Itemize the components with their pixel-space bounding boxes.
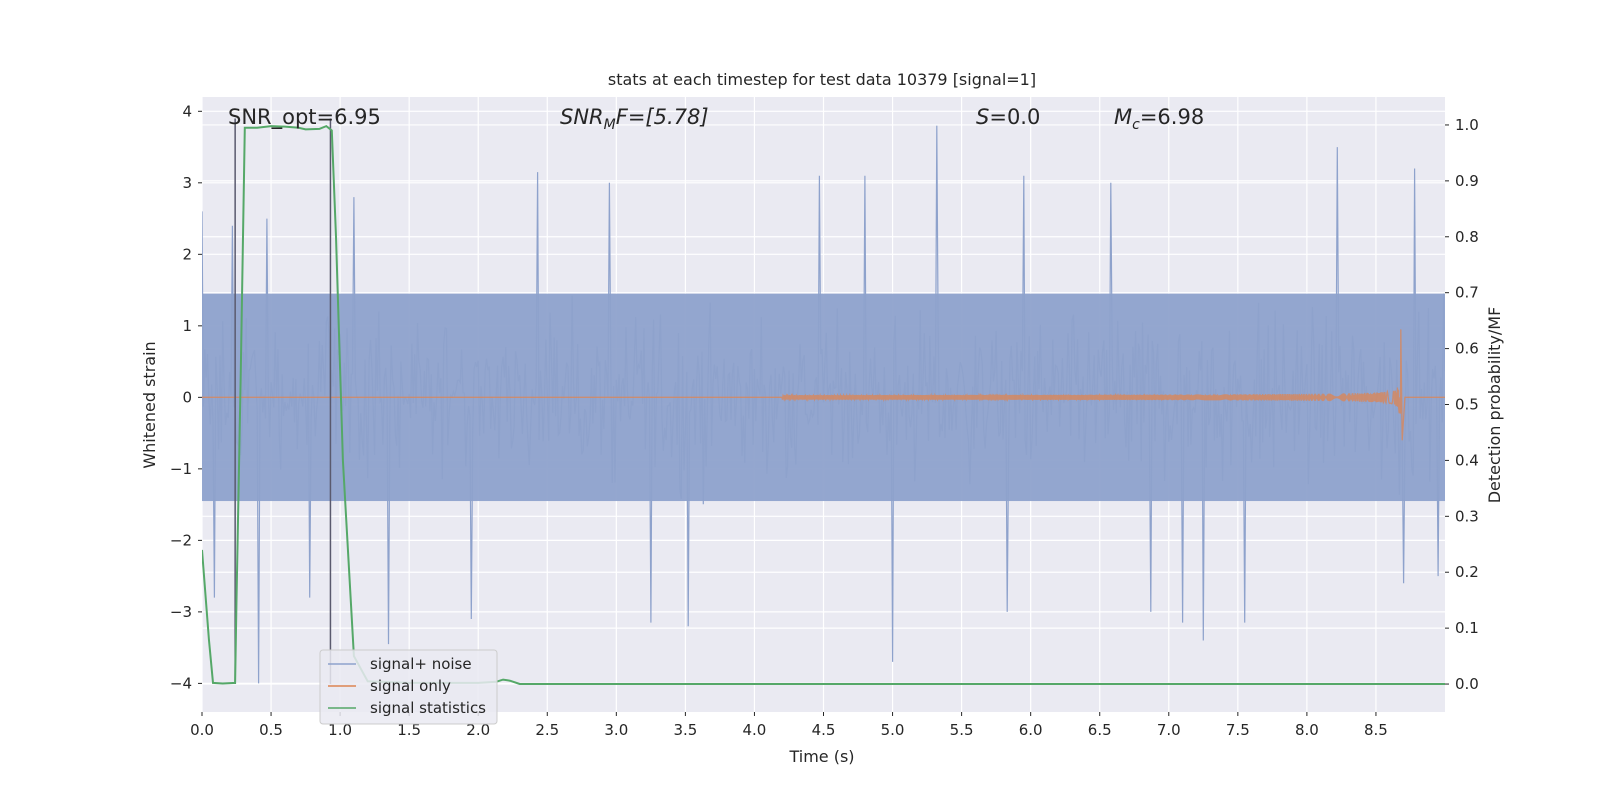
legend-label-signal-only: signal only [370,677,451,695]
y-left-tick-label-4: 0 [182,388,192,406]
annotation-s: S=0.0 [976,105,1040,129]
x-tick-label-10: 5.0 [881,721,905,739]
y-left-tick-label-0: −4 [170,674,192,692]
x-tick-label-17: 8.5 [1364,721,1388,739]
y-left-tick-label-2: −2 [170,531,192,549]
y-right-tick-label-3: 0.3 [1455,507,1479,525]
x-tick-label-4: 2.0 [466,721,490,739]
series-signal-statistics [202,124,1445,685]
x-tick-label-11: 5.5 [950,721,974,739]
y-right-tick-label-4: 0.4 [1455,451,1479,469]
x-tick-label-16: 8.0 [1295,721,1319,739]
y-right-tick-label-9: 0.9 [1455,172,1479,190]
legend-label-signal-noise: signal+ noise [370,655,472,673]
plot-area [202,118,1445,685]
chart-title: stats at each timestep for test data 103… [608,70,1036,89]
y-right-tick-label-1: 0.1 [1455,619,1479,637]
y-left-tick-label-5: 1 [182,317,192,335]
annotation-snr-opt: SNR_opt=6.95 [228,105,381,130]
annotation-mc: Mc=6.98 [1114,105,1204,133]
axes: 0.0 0.5 1.0 1.5 2.0 2.5 3.0 3.5 4.0 4.5 5.0 5.5 6.0 6… [170,102,1479,739]
y-axis-label-right: Detection probability/MF [1485,307,1504,504]
x-tick-label-7: 3.5 [673,721,697,739]
y-right-tick-label-10: 1.0 [1455,116,1479,134]
y-right-tick-label-6: 0.6 [1455,340,1479,358]
annotation-snr-mf: SNRMF=[5.78] [560,105,709,133]
series-signal-only [202,329,1445,441]
x-tick-label-15: 7.5 [1226,721,1250,739]
x-tick-label-13: 6.5 [1088,721,1112,739]
x-tick-label-6: 3.0 [604,721,628,739]
x-axis-label: Time (s) [788,747,854,766]
series-signal-noise [202,125,1445,684]
annotations: SNR_opt=6.95 SNRMF=[5.78] S=0.0 Mc=6.98 [228,105,1204,133]
y-axis-label-left: Whitened strain [140,341,159,468]
y-left-tick-label-1: −3 [170,603,192,621]
x-tick-label-9: 4.5 [812,721,836,739]
legend-label-signal-statistics: signal statistics [370,699,486,717]
y-right-tick-label-2: 0.2 [1455,563,1479,581]
x-tick-label-1: 0.5 [259,721,283,739]
legend-box [319,649,498,725]
x-tick-label-5: 2.5 [535,721,559,739]
x-tick-label-12: 6.0 [1019,721,1043,739]
x-tick-label-3: 1.5 [397,721,421,739]
y-right-tick-label-8: 0.8 [1455,228,1479,246]
y-right-tick-label-7: 0.7 [1455,284,1479,302]
y-left-tick-label-8: 4 [182,102,192,120]
x-tick-label-8: 4.0 [743,721,767,739]
x-tick-label-0: 0.0 [190,721,214,739]
legend: signal+ noise signal only signal statist… [319,649,498,725]
x-tick-label-2: 1.0 [328,721,352,739]
y-left-tick-label-3: −1 [170,460,192,478]
y-right-tick-label-5: 0.5 [1455,396,1479,414]
x-tick-label-14: 7.0 [1157,721,1181,739]
y-right-tick-label-0: 0.0 [1455,675,1479,693]
y-left-tick-label-7: 3 [182,174,192,192]
y-left-tick-label-6: 2 [182,245,192,263]
